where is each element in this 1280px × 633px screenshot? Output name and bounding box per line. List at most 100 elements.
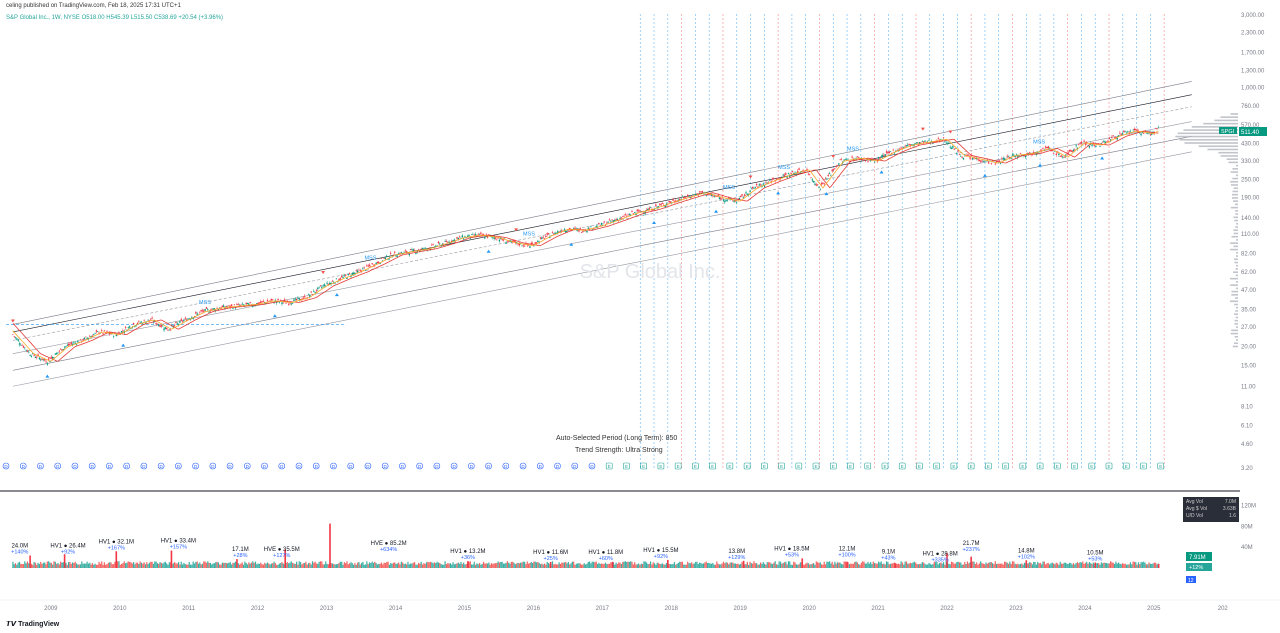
candle-body: [77, 341, 79, 343]
candle-body: [47, 358, 50, 360]
candle-body: [278, 301, 281, 303]
time-tick-label: 2014: [389, 606, 403, 612]
profile-bar: [1220, 155, 1238, 157]
candle-body: [380, 258, 383, 260]
candle-body: [1067, 152, 1069, 154]
event-badge-label: D: [177, 464, 181, 469]
volume-bar: [1129, 562, 1132, 568]
volume-bar: [1074, 564, 1076, 568]
volume-bar: [98, 561, 100, 568]
candle-body: [924, 140, 926, 142]
volume-bar: [635, 564, 637, 568]
event-badge: [519, 462, 527, 470]
candle-body: [1019, 153, 1022, 154]
volume-bar: [966, 561, 969, 568]
event-badge-label: D: [108, 464, 112, 469]
candle-body: [896, 150, 898, 151]
candle-body: [986, 159, 989, 161]
volume-bar: [433, 562, 436, 568]
volume-bar: [852, 563, 855, 568]
volume-bar: [34, 562, 37, 568]
volume-bar: [566, 563, 568, 568]
candle-body: [506, 241, 509, 243]
candle-body: [944, 141, 946, 142]
profile-bar: [1183, 129, 1238, 131]
price-tick-label: 3,000.00: [1241, 13, 1265, 19]
candle-body: [163, 328, 165, 331]
candle-body: [352, 273, 355, 275]
volume-bar: [130, 562, 132, 568]
candle-body: [954, 148, 957, 150]
volume-bar: [425, 562, 428, 568]
candle-body: [789, 175, 791, 178]
volume-bar: [335, 564, 337, 568]
candle-body: [390, 252, 392, 254]
candle-body: [98, 332, 100, 334]
volume-bar: [999, 563, 1002, 568]
volume-bar: [497, 561, 499, 568]
volume-bar: [419, 563, 421, 568]
candle-body: [869, 160, 872, 162]
volume-bar: [738, 564, 741, 568]
candle-body: [1093, 145, 1096, 146]
volume-bar: [1108, 563, 1110, 568]
volume-bar: [648, 563, 650, 568]
volume-bar: [851, 563, 853, 568]
volume-bar: [982, 563, 984, 568]
volume-bar: [811, 563, 813, 568]
tradingview-logo[interactable]: 𝙏𝙑 TradingView: [6, 620, 59, 628]
candle-body: [66, 345, 68, 346]
volume-bar: [778, 561, 780, 568]
volume-bar: [862, 561, 864, 568]
price-tick-label: 1,000.00: [1241, 86, 1265, 92]
volume-bar: [660, 563, 662, 568]
candle-body: [343, 275, 346, 276]
volume-bar: [37, 562, 39, 568]
candle-body: [122, 330, 124, 332]
candle-body: [29, 355, 31, 357]
candle-body: [1145, 132, 1148, 134]
event-badge-label: D: [573, 464, 577, 469]
volume-bar: [79, 564, 82, 568]
volume-bar: [297, 564, 299, 568]
volume-bar: [102, 564, 104, 568]
volume-bar: [993, 564, 995, 568]
volume-bar: [474, 564, 477, 568]
candle-body: [611, 219, 613, 221]
volume-bar: [334, 564, 336, 568]
candle-body: [1104, 141, 1107, 144]
candle-body: [1063, 156, 1065, 158]
candle-body: [83, 337, 86, 339]
volume-bar: [16, 564, 18, 568]
profile-bar: [1231, 290, 1238, 293]
volume-bar: [980, 561, 982, 568]
candle-body: [54, 353, 57, 355]
candle-body: [968, 155, 970, 157]
time-tick-label: 2012: [251, 606, 265, 612]
volume-bar: [260, 562, 262, 568]
candle-body: [331, 280, 334, 282]
volume-bar: [135, 562, 137, 568]
profile-bar: [1233, 216, 1238, 219]
volume-change-label: +60%: [599, 556, 613, 562]
volume-label: 13.8M: [728, 549, 745, 555]
volume-bar: [1054, 564, 1056, 568]
symbol-ohlc-legend[interactable]: S&P Global Inc., 1W, NYSE O518.00 H545.3…: [6, 15, 224, 21]
volume-bar: [342, 564, 344, 568]
volume-bar: [204, 561, 206, 568]
volume-bar: [909, 562, 912, 568]
volume-bar: [54, 561, 56, 568]
volume-bar: [928, 563, 930, 568]
volume-bar: [1059, 561, 1061, 568]
candle-body: [608, 219, 611, 221]
candle-body: [559, 231, 562, 233]
candle-body: [150, 319, 152, 321]
volume-bar: [603, 563, 605, 568]
price-tick-label: 8.10: [1241, 405, 1253, 411]
volume-bar: [350, 562, 352, 568]
volume-bar: [931, 564, 933, 568]
candle-body: [603, 221, 605, 223]
volume-bar: [347, 564, 349, 568]
candle-body: [458, 236, 461, 237]
